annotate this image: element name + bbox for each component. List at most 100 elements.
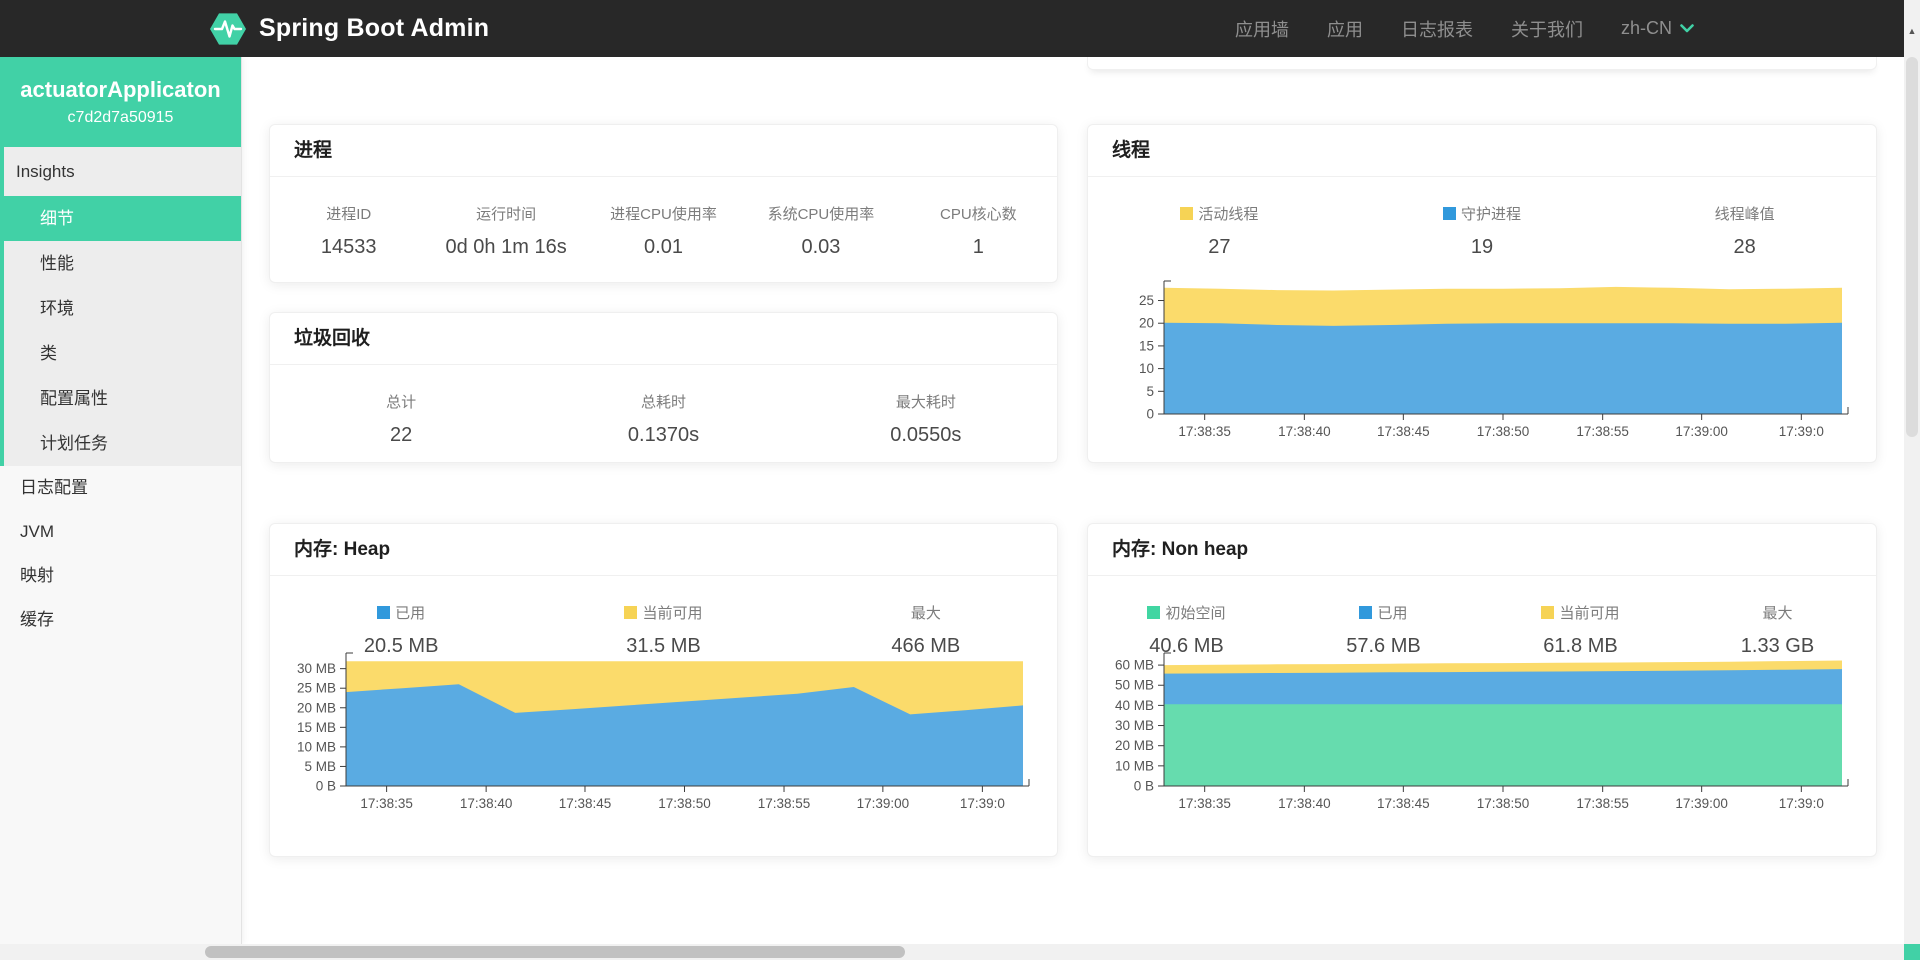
stat: 进程CPU使用率 0.01	[585, 203, 742, 259]
svg-text:15: 15	[1139, 338, 1154, 353]
sidebar-subitem-性能[interactable]: 性能	[4, 241, 241, 286]
sidebar-subitem-配置属性[interactable]: 配置属性	[4, 376, 241, 421]
horizontal-scrollbar-thumb[interactable]	[205, 946, 905, 958]
sidebar-item-映射[interactable]: 映射	[0, 554, 241, 598]
gc-card: 垃圾回收 总计 22总耗时 0.1370s最大耗时0.0550s	[269, 312, 1058, 463]
svg-text:17:38:55: 17:38:55	[758, 796, 811, 811]
process-card-title: 进程	[270, 125, 1057, 177]
svg-text:17:39:0: 17:39:0	[1779, 796, 1824, 811]
stat: 守护进程19	[1351, 203, 1614, 259]
svg-text:60 MB: 60 MB	[1115, 658, 1154, 673]
insights-menu-group: Insights 细节性能环境类配置属性计划任务	[0, 147, 241, 466]
sidebar-item-insights[interactable]: Insights	[4, 147, 241, 196]
stat-value: 0.1370s	[532, 424, 794, 447]
nav-link[interactable]: 关于我们	[1511, 16, 1583, 42]
stat-label: 已用	[1285, 602, 1482, 623]
svg-text:5 MB: 5 MB	[304, 759, 336, 774]
app-id: c7d2d7a50915	[0, 109, 241, 127]
app-banner: actuatorApplicaton c7d2d7a50915	[0, 57, 241, 147]
locale-switcher[interactable]: zh-CN	[1621, 18, 1694, 39]
stat-label: 当前可用	[1482, 602, 1679, 623]
svg-text:0: 0	[1146, 407, 1154, 422]
nav-link[interactable]: 日志报表	[1401, 16, 1473, 42]
stat-label: CPU核心数	[900, 203, 1057, 224]
svg-text:17:39:00: 17:39:00	[1675, 424, 1728, 439]
stat-value: 19	[1351, 236, 1614, 259]
svg-text:17:38:40: 17:38:40	[460, 796, 513, 811]
stat-value: 22	[270, 424, 532, 447]
stat-label: 总计	[270, 391, 532, 412]
nav-link[interactable]: 应用墙	[1235, 16, 1289, 42]
svg-text:25: 25	[1139, 293, 1154, 308]
svg-text:0 B: 0 B	[1134, 779, 1154, 794]
vertical-scrollbar[interactable]: ▲	[1904, 0, 1920, 960]
stat-label: 进程CPU使用率	[585, 203, 742, 224]
process-stats: 进程ID 14533运行时间0d 0h 1m 16s进程CPU使用率 0.01系统C…	[270, 177, 1057, 259]
stat: 运行时间0d 0h 1m 16s	[427, 203, 584, 259]
stat: CPU核心数 1	[900, 203, 1057, 259]
svg-text:17:39:00: 17:39:00	[857, 796, 910, 811]
legend-swatch-icon	[1541, 606, 1554, 619]
stat-label: 已用	[270, 602, 532, 623]
sidebar-item-缓存[interactable]: 缓存	[0, 598, 241, 642]
svg-text:17:38:45: 17:38:45	[1377, 796, 1430, 811]
svg-text:20 MB: 20 MB	[297, 700, 336, 715]
vertical-scrollbar-thumb[interactable]	[1906, 57, 1918, 437]
legend-swatch-icon	[1147, 606, 1160, 619]
legend-swatch-icon	[1443, 207, 1456, 220]
stat-value: 14533	[270, 236, 427, 259]
svg-text:17:39:0: 17:39:0	[1779, 424, 1824, 439]
brand-title: Spring Boot Admin	[259, 14, 489, 43]
sidebar-item-日志配置[interactable]: 日志配置	[0, 466, 241, 510]
svg-text:17:38:35: 17:38:35	[1178, 796, 1231, 811]
svg-text:20: 20	[1139, 316, 1154, 331]
svg-text:17:38:40: 17:38:40	[1278, 796, 1331, 811]
stat-value: 0.0550s	[795, 424, 1057, 447]
stat-label: 进程ID	[270, 203, 427, 224]
svg-text:17:38:45: 17:38:45	[559, 796, 612, 811]
sidebar: actuatorApplicaton c7d2d7a50915 Insights…	[0, 57, 242, 944]
stat-label: 初始空间	[1088, 602, 1285, 623]
scrollbar-corner	[1904, 944, 1920, 960]
stat-label: 总耗时	[532, 391, 794, 412]
scrollbar-up-arrow-icon[interactable]: ▲	[1904, 26, 1920, 36]
svg-text:0 B: 0 B	[316, 779, 336, 794]
sidebar-subitem-细节[interactable]: 细节	[0, 196, 241, 241]
gc-stats: 总计 22总耗时 0.1370s最大耗时0.0550s	[270, 365, 1057, 447]
stat: 最大耗时0.0550s	[795, 391, 1057, 447]
stat-value: 1	[900, 236, 1057, 259]
nav-link[interactable]: 应用	[1327, 16, 1363, 42]
svg-text:17:38:45: 17:38:45	[1377, 424, 1430, 439]
gc-card-title: 垃圾回收	[270, 313, 1057, 365]
locale-label: zh-CN	[1621, 18, 1672, 39]
stat: 活动线程27	[1088, 203, 1351, 259]
brand[interactable]: Spring Boot Admin	[210, 11, 489, 47]
svg-text:15 MB: 15 MB	[297, 720, 336, 735]
svg-text:17:38:50: 17:38:50	[658, 796, 711, 811]
spring-boot-admin-app: Spring Boot Admin 应用墙 应用 日志报表 关于我们 zh-CN ac…	[0, 0, 1920, 960]
svg-text:17:38:50: 17:38:50	[1477, 424, 1530, 439]
stat: 进程ID 14533	[270, 203, 427, 259]
svg-text:17:38:35: 17:38:35	[1178, 424, 1231, 439]
stat-label: 运行时间	[427, 203, 584, 224]
stat-label: 活动线程	[1088, 203, 1351, 224]
sidebar-subitem-环境[interactable]: 环境	[4, 286, 241, 331]
stat: 总计 22	[270, 391, 532, 447]
sidebar-subitem-类[interactable]: 类	[4, 331, 241, 376]
svg-text:17:38:50: 17:38:50	[1477, 796, 1530, 811]
stat-value: 0.03	[742, 236, 899, 259]
stat-label: 最大	[795, 602, 1057, 623]
scrolled-card-remnant	[1087, 57, 1877, 70]
stat-label: 当前可用	[532, 602, 794, 623]
sidebar-subitem-计划任务[interactable]: 计划任务	[4, 421, 241, 466]
stat-value: 0.01	[585, 236, 742, 259]
stat: 系统CPU使用率0.03	[742, 203, 899, 259]
spring-boot-admin-logo-icon	[210, 11, 246, 47]
threads-card: 线程 活动线程27守护进程19线程峰值28 051015202517:38:35…	[1087, 124, 1877, 463]
legend-swatch-icon	[377, 606, 390, 619]
horizontal-scrollbar[interactable]	[0, 944, 1904, 960]
svg-text:17:38:35: 17:38:35	[360, 796, 413, 811]
top-navbar: Spring Boot Admin 应用墙 应用 日志报表 关于我们 zh-CN	[0, 0, 1904, 57]
sidebar-item-JVM[interactable]: JVM	[0, 510, 241, 554]
svg-text:10 MB: 10 MB	[297, 739, 336, 754]
